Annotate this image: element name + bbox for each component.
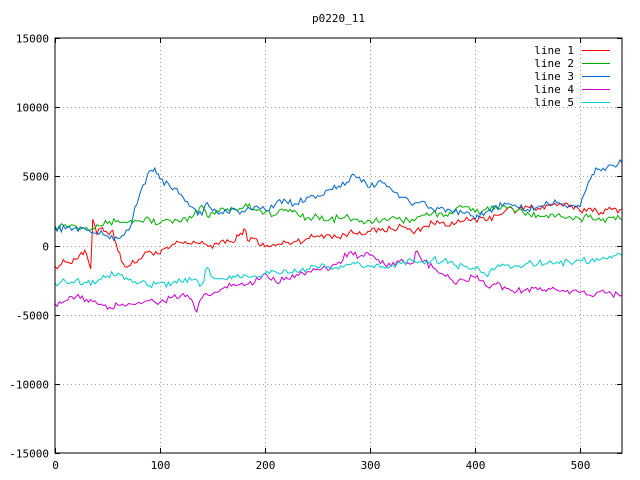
legend-label: line 5 [534, 96, 574, 109]
chart-title: p0220_11 [312, 12, 365, 25]
x-tick-label: 200 [256, 459, 276, 472]
x-tick-label: 400 [466, 459, 486, 472]
y-tick-label: -15000 [9, 448, 49, 461]
y-tick-label: 15000 [16, 33, 49, 46]
series-line-5 [54, 252, 623, 289]
y-tick-label: 0 [42, 241, 49, 254]
series-layer [54, 159, 623, 314]
x-tick-label: 300 [361, 459, 381, 472]
series-line-3 [54, 159, 623, 242]
series-line-1 [54, 202, 622, 270]
y-tick-label: 5000 [23, 171, 50, 184]
x-tick-label: 500 [571, 459, 591, 472]
legend-label: line 3 [534, 70, 574, 83]
y-tick-label: 10000 [16, 102, 49, 115]
series-line-4 [54, 250, 623, 314]
series-line-2 [54, 202, 623, 231]
x-tick-label: 0 [52, 459, 59, 472]
legend-label: line 4 [534, 83, 574, 96]
x-tick-label: 100 [151, 459, 171, 472]
legend-label: line 2 [534, 57, 574, 70]
y-tick-label: -5000 [16, 310, 49, 323]
axis-ticks: 0 100 200 300 400 500 -15000 -10000 -5000 0 5000 10… [9, 33, 622, 472]
legend-label: line 1 [534, 44, 574, 57]
grid [55, 38, 622, 453]
y-tick-label: -10000 [9, 379, 49, 392]
plot-frame [54, 37, 623, 454]
